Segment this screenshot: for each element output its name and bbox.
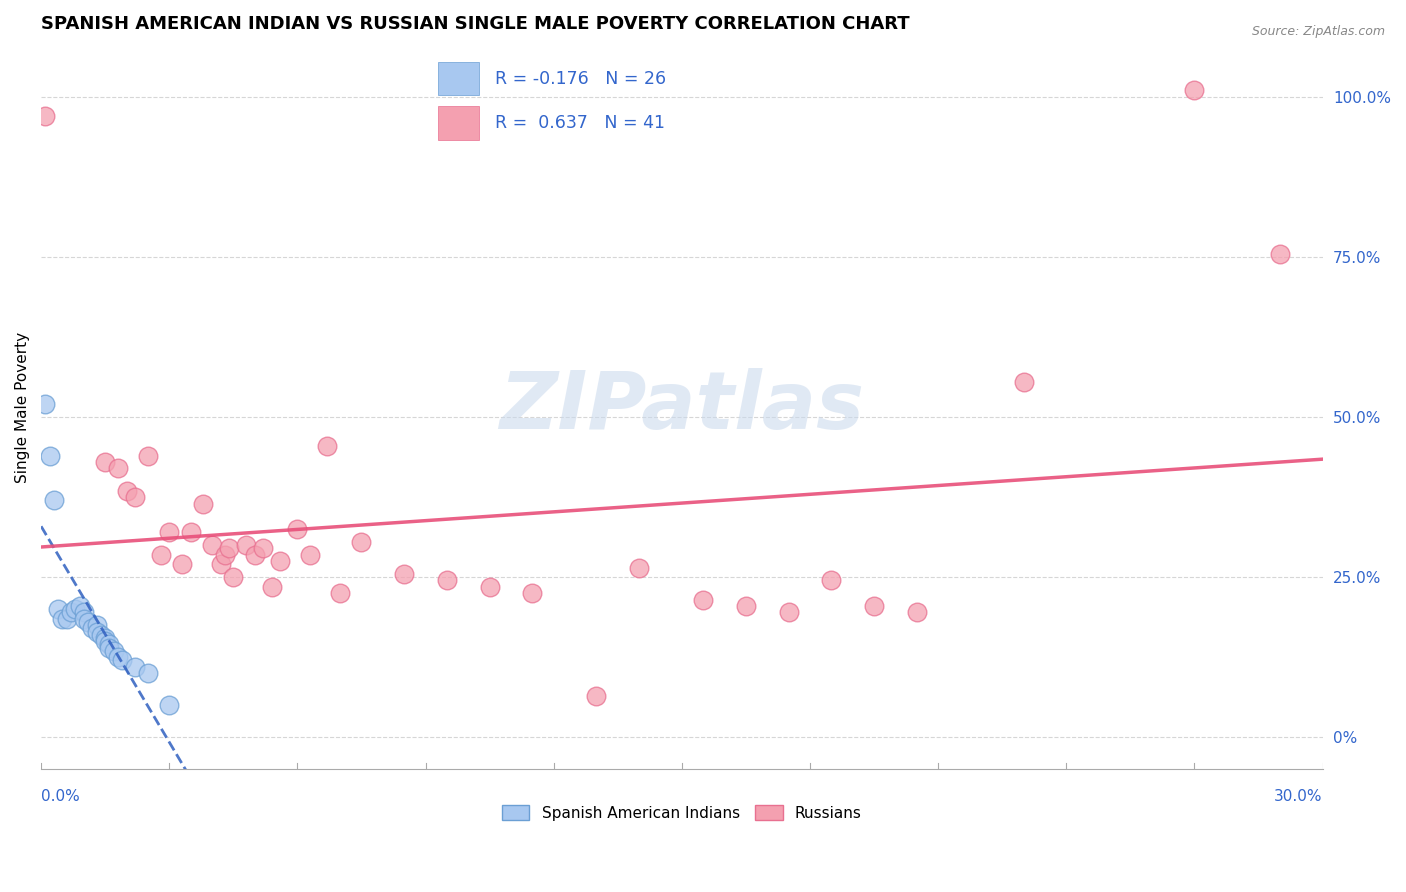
Point <box>90 628 112 642</box>
Point <box>778 606 800 620</box>
Text: ZIPatlas: ZIPatlas <box>499 368 865 447</box>
Point <box>193 497 215 511</box>
Text: 30.0%: 30.0% <box>1274 789 1323 804</box>
Point <box>157 698 180 713</box>
Point <box>103 644 125 658</box>
Point <box>863 599 886 613</box>
Point <box>82 622 104 636</box>
Point <box>86 618 108 632</box>
Point <box>34 397 56 411</box>
Point <box>69 599 91 613</box>
Point <box>38 449 60 463</box>
Point <box>51 612 73 626</box>
Point <box>94 455 117 469</box>
Point <box>111 653 134 667</box>
Point <box>180 525 202 540</box>
Point <box>260 580 283 594</box>
Point <box>42 493 65 508</box>
Point <box>34 109 56 123</box>
Point <box>269 554 291 568</box>
Point <box>86 624 108 639</box>
Text: SPANISH AMERICAN INDIAN VS RUSSIAN SINGLE MALE POVERTY CORRELATION CHART: SPANISH AMERICAN INDIAN VS RUSSIAN SINGL… <box>41 15 910 33</box>
Legend: Spanish American Indians, Russians: Spanish American Indians, Russians <box>496 798 868 827</box>
Point <box>115 483 138 498</box>
Point <box>46 602 69 616</box>
Point <box>73 612 96 626</box>
Point <box>820 574 842 588</box>
Point <box>209 558 232 572</box>
Text: Source: ZipAtlas.com: Source: ZipAtlas.com <box>1251 25 1385 38</box>
Point <box>252 541 274 556</box>
Point <box>522 586 544 600</box>
Point <box>170 558 193 572</box>
Text: 0.0%: 0.0% <box>41 789 80 804</box>
Point <box>124 490 146 504</box>
Point <box>735 599 758 613</box>
Point <box>218 541 240 556</box>
Point <box>157 525 180 540</box>
Point <box>136 666 159 681</box>
Point <box>1012 375 1035 389</box>
Point <box>107 461 129 475</box>
Point <box>478 580 501 594</box>
Point <box>392 566 415 581</box>
Point <box>201 538 224 552</box>
Point <box>287 522 309 536</box>
Point <box>94 631 117 645</box>
Y-axis label: Single Male Poverty: Single Male Poverty <box>15 332 30 483</box>
Point <box>73 606 96 620</box>
Point <box>107 650 129 665</box>
Point <box>77 615 100 629</box>
Point <box>94 634 117 648</box>
Point <box>98 640 121 655</box>
Point <box>628 560 651 574</box>
Point <box>1184 83 1206 97</box>
Point <box>214 548 236 562</box>
Point <box>905 606 928 620</box>
Point <box>124 660 146 674</box>
Point <box>692 592 714 607</box>
Point <box>1268 247 1291 261</box>
Point <box>136 449 159 463</box>
Point <box>316 439 339 453</box>
Point <box>350 535 373 549</box>
Point <box>243 548 266 562</box>
Point <box>329 586 352 600</box>
Point <box>60 606 83 620</box>
Point <box>436 574 458 588</box>
Point <box>235 538 257 552</box>
Point <box>299 548 322 562</box>
Point <box>65 602 87 616</box>
Point <box>98 637 121 651</box>
Point <box>585 689 607 703</box>
Point <box>149 548 172 562</box>
Point <box>55 612 77 626</box>
Point <box>222 570 245 584</box>
